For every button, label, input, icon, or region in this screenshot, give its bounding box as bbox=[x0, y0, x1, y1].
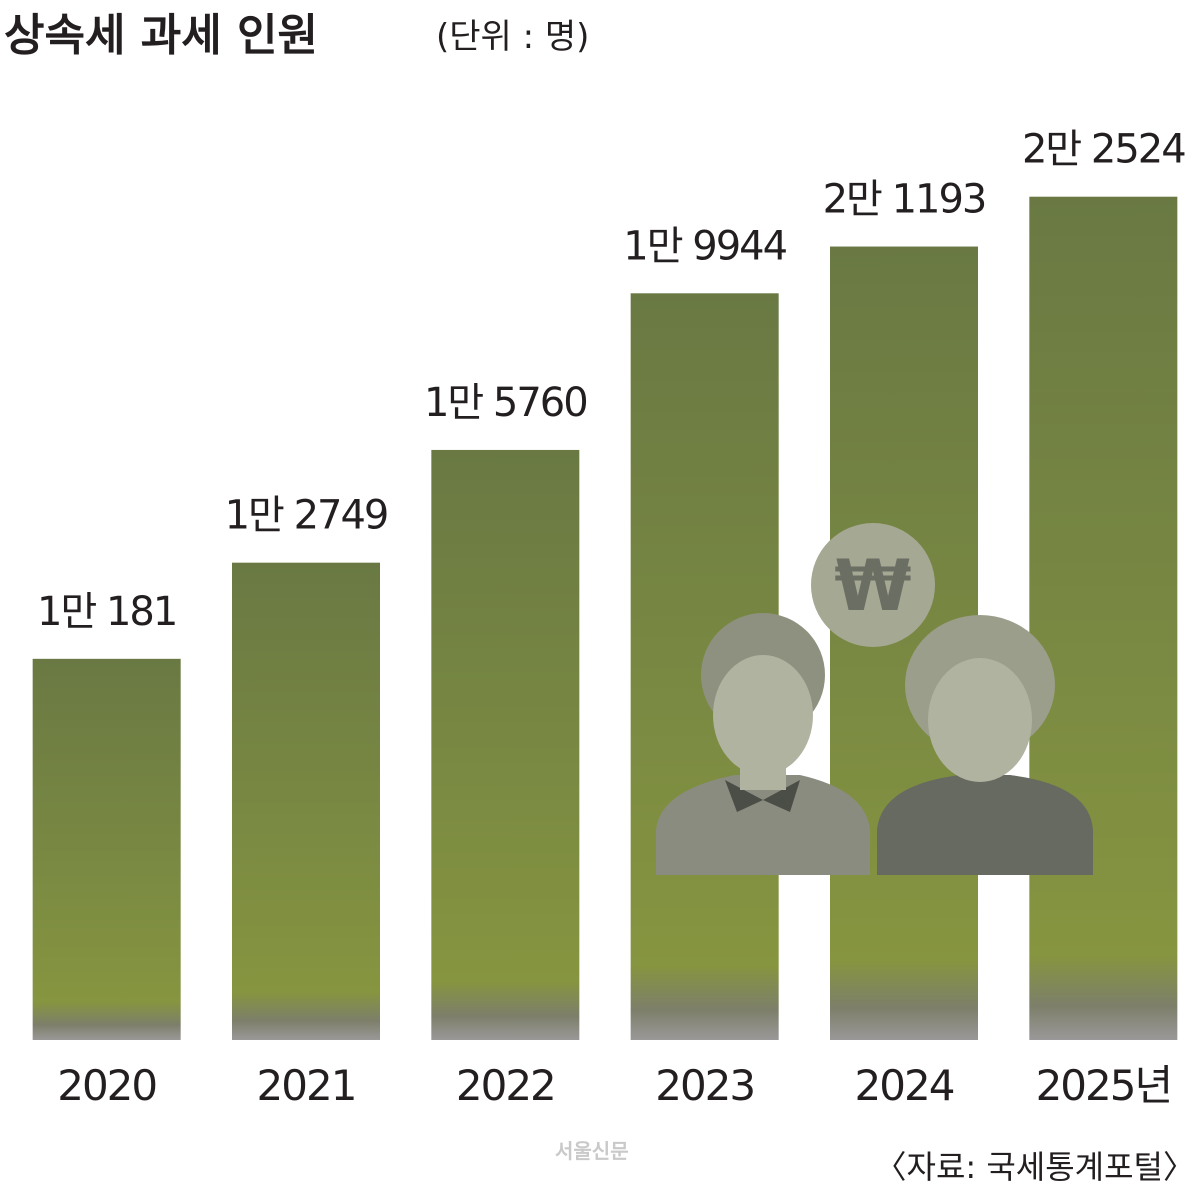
x-tick-label: 2021 bbox=[257, 1061, 356, 1110]
value-label: 1만 5760 bbox=[424, 380, 587, 426]
bar bbox=[232, 562, 380, 1040]
bars bbox=[32, 196, 1178, 1041]
watermark: 서울신문 bbox=[555, 1139, 629, 1163]
bar bbox=[32, 658, 181, 1040]
value-label: 1만 2749 bbox=[225, 493, 388, 539]
bar bbox=[431, 449, 580, 1041]
source: 〈자료: 국세통계포털〉 bbox=[875, 1148, 1195, 1186]
value-label: 2만 2524 bbox=[1022, 127, 1185, 173]
x-tick-label: 2023 bbox=[655, 1061, 754, 1110]
value-label: 1만 9944 bbox=[623, 223, 786, 269]
value-label: 1만 181 bbox=[37, 589, 176, 635]
bar bbox=[1029, 196, 1178, 1041]
x-tick-label: 2024 bbox=[855, 1061, 954, 1110]
chart-title: 상속세 과세 인원 bbox=[4, 10, 318, 61]
won-icon: ₩ bbox=[834, 545, 911, 627]
illustration: ₩ bbox=[656, 523, 1093, 875]
x-tick-label: 2022 bbox=[456, 1061, 555, 1110]
value-label: 2만 1193 bbox=[823, 177, 986, 223]
chart-subtitle: (단위 : 명) bbox=[436, 17, 589, 57]
x-tick-label: 2020 bbox=[57, 1061, 156, 1110]
x-tick-label: 2025년 bbox=[1036, 1061, 1172, 1110]
